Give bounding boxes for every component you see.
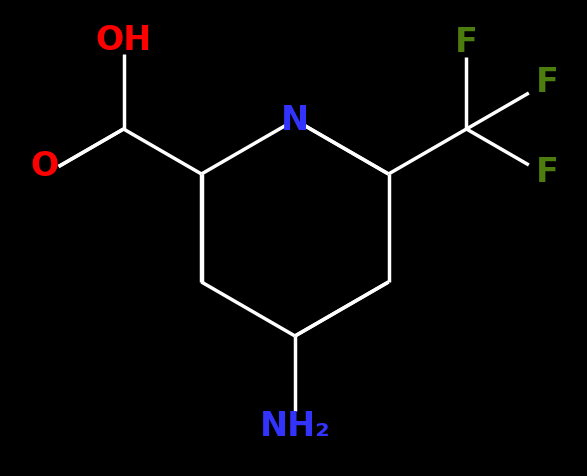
Bar xyxy=(541,77,553,89)
Text: N: N xyxy=(281,103,309,137)
Bar xyxy=(289,113,301,127)
Bar xyxy=(114,33,133,47)
Text: F: F xyxy=(455,27,478,60)
Text: OH: OH xyxy=(96,23,151,57)
Text: O: O xyxy=(31,150,59,183)
Bar xyxy=(282,420,309,434)
Text: NH₂: NH₂ xyxy=(259,410,330,444)
Text: F: F xyxy=(535,67,558,99)
Bar xyxy=(461,36,473,50)
Text: F: F xyxy=(535,157,558,189)
Bar xyxy=(39,160,50,173)
Bar xyxy=(541,167,553,179)
